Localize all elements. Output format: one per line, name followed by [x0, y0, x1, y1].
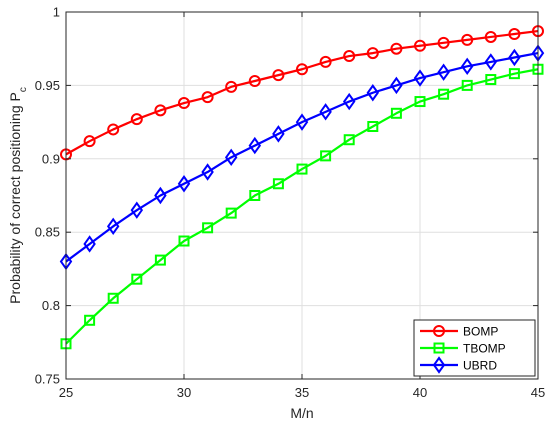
legend-item-tbomp: TBOMP — [420, 342, 506, 356]
data-point — [366, 47, 379, 60]
data-point — [178, 97, 190, 110]
y-axis-label: Probability of correct positioning Pc — [7, 87, 29, 304]
data-point — [154, 254, 166, 266]
data-point — [508, 28, 521, 41]
data-point — [272, 69, 285, 82]
x-axis-label: M/n — [290, 405, 313, 421]
data-point — [84, 314, 96, 326]
data-point — [83, 135, 96, 148]
data-point — [461, 33, 474, 46]
data-point — [343, 50, 356, 63]
data-point — [130, 113, 143, 126]
legend-marker — [433, 342, 445, 354]
data-point — [414, 39, 426, 52]
series-layer — [59, 25, 545, 350]
series-line — [65, 29, 539, 156]
series-ubrd — [59, 44, 545, 271]
data-point — [366, 84, 380, 102]
data-point — [296, 63, 308, 76]
y-tick-label: 0.75 — [35, 372, 60, 387]
data-point — [438, 88, 450, 100]
legend-marker — [433, 325, 445, 337]
data-point — [107, 123, 120, 136]
legend-marker — [432, 356, 446, 374]
data-point — [272, 125, 285, 143]
data-point — [131, 273, 143, 285]
data-point — [106, 217, 120, 236]
data-point — [390, 42, 403, 55]
data-point — [154, 104, 167, 117]
data-point — [390, 76, 403, 95]
data-point — [224, 148, 238, 167]
series-line — [65, 68, 539, 345]
data-point — [437, 36, 450, 49]
data-point — [295, 113, 309, 131]
series-bomp — [60, 25, 544, 161]
data-point — [248, 74, 261, 87]
data-point — [437, 63, 450, 81]
x-tick-label: 40 — [413, 385, 427, 400]
data-point — [107, 292, 119, 304]
data-point — [178, 235, 190, 247]
data-point — [296, 163, 308, 175]
data-point — [225, 80, 238, 93]
data-point — [413, 69, 427, 87]
x-tick-label: 35 — [295, 385, 309, 400]
legend-item-bomp: BOMP — [420, 325, 498, 339]
y-axis-label-main: Probability of correct positioning P — [7, 92, 23, 304]
data-point — [508, 68, 520, 80]
y-tick-label: 1 — [53, 5, 60, 20]
series-line — [65, 52, 539, 263]
y-tick-label: 0.9 — [42, 151, 60, 166]
y-tick-label: 0.95 — [35, 78, 60, 93]
data-point — [202, 222, 214, 234]
legend-item-ubrd: UBRD — [420, 356, 497, 374]
legend: BOMP TBOMP UBRD — [413, 319, 536, 377]
legend-label: BOMP — [463, 325, 498, 339]
x-tick-label: 30 — [177, 385, 191, 400]
x-tick-label: 25 — [59, 385, 73, 400]
axis-tick-labels: 25 30 35 40 45 0.75 0.8 0.85 0.9 0.95 1 — [35, 5, 546, 401]
data-point — [484, 53, 498, 71]
y-axis-label-subscript: c — [18, 87, 29, 92]
legend-label: UBRD — [463, 359, 497, 373]
data-point — [201, 91, 214, 104]
y-tick-label: 0.8 — [42, 298, 60, 313]
x-tick-label: 45 — [531, 385, 545, 400]
data-point — [319, 103, 332, 121]
data-point — [343, 134, 355, 146]
data-point — [485, 74, 497, 86]
data-point — [460, 57, 474, 76]
data-point — [83, 235, 96, 253]
data-point — [342, 92, 356, 111]
data-point — [414, 96, 426, 108]
data-point — [248, 136, 262, 155]
data-point — [461, 79, 473, 91]
legend-label: TBOMP — [463, 342, 506, 356]
data-point — [508, 48, 521, 67]
data-point — [225, 207, 237, 219]
data-point — [154, 186, 167, 205]
data-point — [367, 121, 379, 133]
data-point — [249, 190, 261, 201]
y-tick-label: 0.85 — [35, 225, 60, 240]
axis-ticks — [65, 11, 539, 380]
data-point — [319, 55, 332, 68]
data-point — [272, 178, 284, 190]
data-point — [130, 201, 144, 219]
data-point — [484, 30, 497, 43]
data-point — [390, 107, 402, 119]
data-point — [320, 150, 332, 162]
data-point — [177, 175, 191, 193]
data-point — [201, 163, 214, 181]
